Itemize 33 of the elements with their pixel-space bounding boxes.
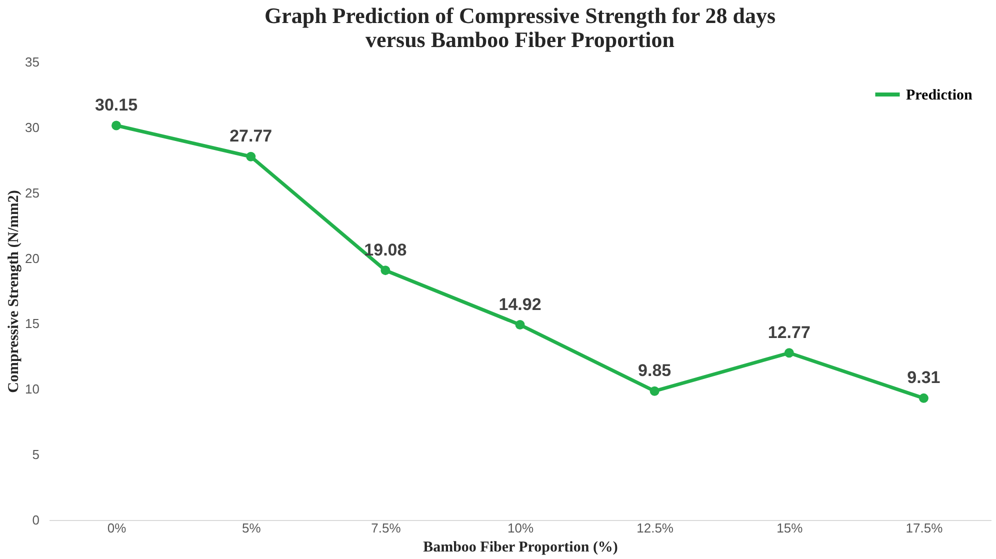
legend-label: Prediction xyxy=(906,88,974,104)
y-tick-label: 35 xyxy=(25,54,40,70)
y-tick-label: 20 xyxy=(25,250,40,266)
point xyxy=(784,348,794,358)
x-tick-label: 12.5% xyxy=(636,520,674,536)
data-label: 9.85 xyxy=(638,361,672,380)
x-tick-label: 15% xyxy=(776,520,804,536)
x-tick-label: 10% xyxy=(507,520,534,536)
y-tick-label: 5 xyxy=(32,447,40,462)
data-label: 12.77 xyxy=(768,322,810,342)
x-tick-label: 5% xyxy=(242,520,262,536)
y-axis-title: Compressive Strength (N/mm2) xyxy=(6,190,22,393)
point xyxy=(515,320,525,330)
x-tick-label: 0% xyxy=(107,520,127,536)
point xyxy=(246,152,256,162)
data-label: 30.15 xyxy=(95,95,138,114)
y-tick-label: 10 xyxy=(25,382,40,397)
chart-title: Graph Prediction of Compressive Strength for 28 days versus Bamboo Fiber Proportion xyxy=(264,3,776,52)
x-tick-label: 17.5% xyxy=(906,520,944,536)
x-tick-label: 7.5% xyxy=(371,520,402,536)
y-tick-label: 0 xyxy=(32,512,40,528)
point xyxy=(918,393,928,403)
point xyxy=(380,266,390,276)
y-tick-label: 25 xyxy=(25,185,40,200)
point xyxy=(650,386,660,396)
y-tick-label: 30 xyxy=(25,120,40,135)
data-label: 19.08 xyxy=(364,240,407,260)
x-axis-title: Bamboo Fiber Proportion (%) xyxy=(423,540,618,556)
data-label: 9.31 xyxy=(907,368,940,388)
data-label: 14.92 xyxy=(498,294,542,314)
y-tick-label: 15 xyxy=(25,316,40,332)
point xyxy=(112,120,122,130)
data-label: 27.77 xyxy=(230,126,272,146)
